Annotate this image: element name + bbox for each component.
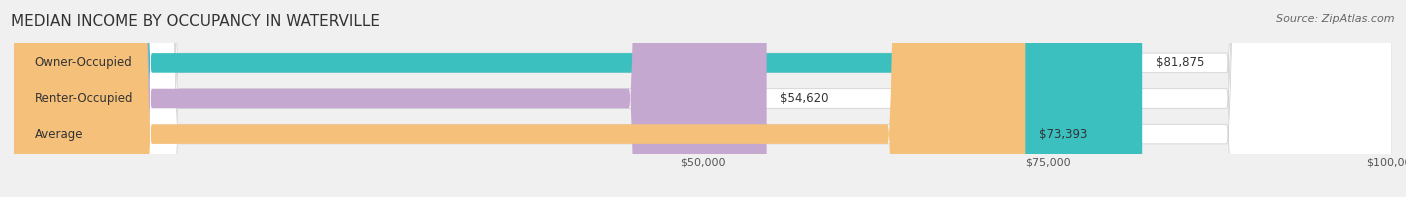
Text: $54,620: $54,620 [780,92,830,105]
FancyBboxPatch shape [14,0,766,197]
FancyBboxPatch shape [14,0,1392,197]
Text: $81,875: $81,875 [1156,56,1205,69]
FancyBboxPatch shape [14,0,1025,197]
FancyBboxPatch shape [14,0,1392,197]
FancyBboxPatch shape [14,0,1142,197]
Text: $73,393: $73,393 [1039,128,1087,141]
Text: Average: Average [35,128,83,141]
Text: MEDIAN INCOME BY OCCUPANCY IN WATERVILLE: MEDIAN INCOME BY OCCUPANCY IN WATERVILLE [11,14,380,29]
Text: Renter-Occupied: Renter-Occupied [35,92,134,105]
Text: Source: ZipAtlas.com: Source: ZipAtlas.com [1277,14,1395,24]
FancyBboxPatch shape [14,0,1392,197]
Text: Owner-Occupied: Owner-Occupied [35,56,132,69]
